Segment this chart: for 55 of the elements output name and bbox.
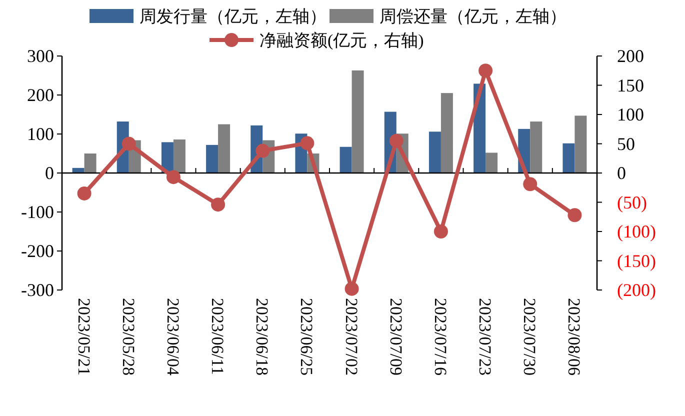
legend-label: 周发行量（亿元，左轴） bbox=[140, 7, 326, 26]
y-tick-label: -300 bbox=[21, 280, 54, 300]
bar bbox=[173, 139, 186, 173]
bar bbox=[428, 132, 441, 173]
point bbox=[122, 136, 136, 151]
x-tick-label: 2023/06/18 bbox=[252, 298, 272, 376]
x-tick-label: 2023/07/23 bbox=[476, 298, 495, 376]
y2-tick-label: 150 bbox=[617, 75, 644, 96]
x-tick-label: 2023/07/09 bbox=[386, 298, 406, 376]
y2-tick-label: (100) bbox=[617, 222, 656, 242]
point bbox=[523, 177, 538, 192]
point bbox=[256, 144, 270, 158]
bar bbox=[574, 116, 587, 173]
point bbox=[434, 224, 448, 238]
x-tick-label: 2023/07/02 bbox=[342, 298, 361, 376]
x-tick-label: 2023/05/21 bbox=[74, 298, 94, 376]
bar bbox=[340, 146, 352, 173]
point bbox=[166, 170, 180, 184]
y2-tick-label: 0 bbox=[617, 163, 626, 183]
bar bbox=[206, 144, 218, 173]
bar bbox=[440, 93, 453, 173]
x-tick-label: 2023/07/30 bbox=[520, 298, 540, 376]
x-tick-label: 2023/06/25 bbox=[297, 298, 316, 376]
bar bbox=[530, 122, 542, 173]
x-tick-label: 2023/05/28 bbox=[118, 298, 138, 376]
bar bbox=[218, 124, 230, 173]
bar bbox=[84, 154, 96, 173]
x-tick-label: 2023/06/11 bbox=[208, 298, 228, 375]
y-tick-label: -100 bbox=[21, 202, 54, 222]
y-tick-label: -200 bbox=[21, 241, 54, 261]
point bbox=[478, 64, 493, 78]
x-tick-label: 2023/06/04 bbox=[163, 298, 182, 376]
x-tick-label: 2023/08/06 bbox=[564, 298, 584, 376]
y2-tick-label: 50 bbox=[617, 134, 635, 154]
x-tick-label: 2023/07/16 bbox=[430, 298, 450, 376]
y2-tick-label: (50) bbox=[617, 192, 647, 212]
point bbox=[211, 198, 226, 212]
y2-tick-label: 100 bbox=[617, 104, 644, 124]
legend-label: 净融资额(亿元，右轴) bbox=[260, 31, 424, 50]
y2-tick-label: (150) bbox=[617, 250, 656, 271]
point bbox=[568, 208, 582, 222]
y-tick-label: 100 bbox=[27, 124, 54, 144]
bar bbox=[562, 143, 575, 173]
y-tick-label: 0 bbox=[45, 163, 54, 183]
legend-label: 周偿还量（亿元，左轴） bbox=[380, 7, 566, 26]
bar bbox=[486, 152, 498, 173]
point bbox=[344, 282, 359, 296]
bar bbox=[352, 70, 364, 173]
point bbox=[300, 136, 314, 150]
y2-tick-label: 200 bbox=[617, 46, 644, 66]
point bbox=[389, 134, 404, 148]
point bbox=[77, 186, 92, 200]
y2-tick-label: (200) bbox=[617, 280, 656, 300]
y-tick-label: 300 bbox=[27, 46, 54, 66]
y-tick-label: 200 bbox=[27, 85, 54, 105]
